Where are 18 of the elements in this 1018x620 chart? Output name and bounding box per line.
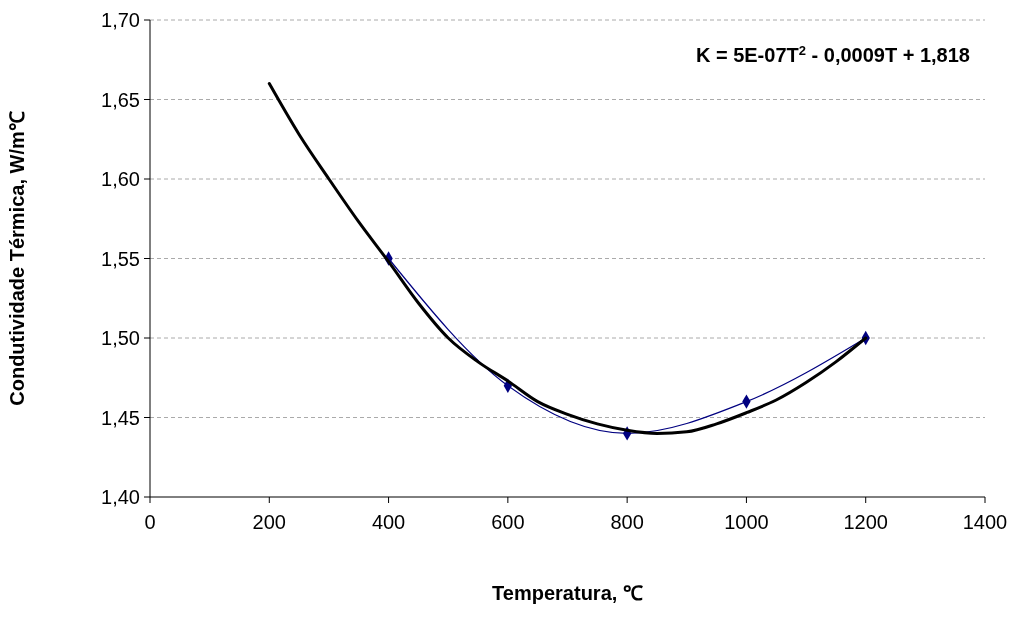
y-axis-title: Condutividade Térmica, W/m℃ (6, 111, 28, 406)
x-tick-label: 200 (252, 511, 286, 533)
y-tick-label: 1,70 (101, 9, 140, 31)
x-axis-title: Temperatura, ℃ (492, 582, 643, 604)
x-tick-label: 0 (144, 511, 156, 533)
x-tick-label: 400 (371, 511, 406, 533)
y-tick-label: 1,60 (101, 168, 140, 190)
y-tick-label: 1,50 (101, 327, 140, 349)
x-tick-label: 600 (491, 511, 525, 533)
x-tick-label: 1200 (843, 511, 888, 533)
x-tick-label: 800 (610, 511, 644, 533)
y-tick-label: 1,45 (101, 406, 140, 429)
y-tick-label: 1,40 (101, 486, 140, 508)
y-tick-label: 1,55 (101, 247, 140, 270)
x-tick-label: 1400 (962, 511, 1008, 533)
y-tick-label: 1,65 (101, 88, 140, 111)
x-tick-label: 1000 (724, 511, 769, 533)
annotation: K = 5E-07T$^{2}$ - 0,0009T + 1,818 (695, 42, 970, 66)
